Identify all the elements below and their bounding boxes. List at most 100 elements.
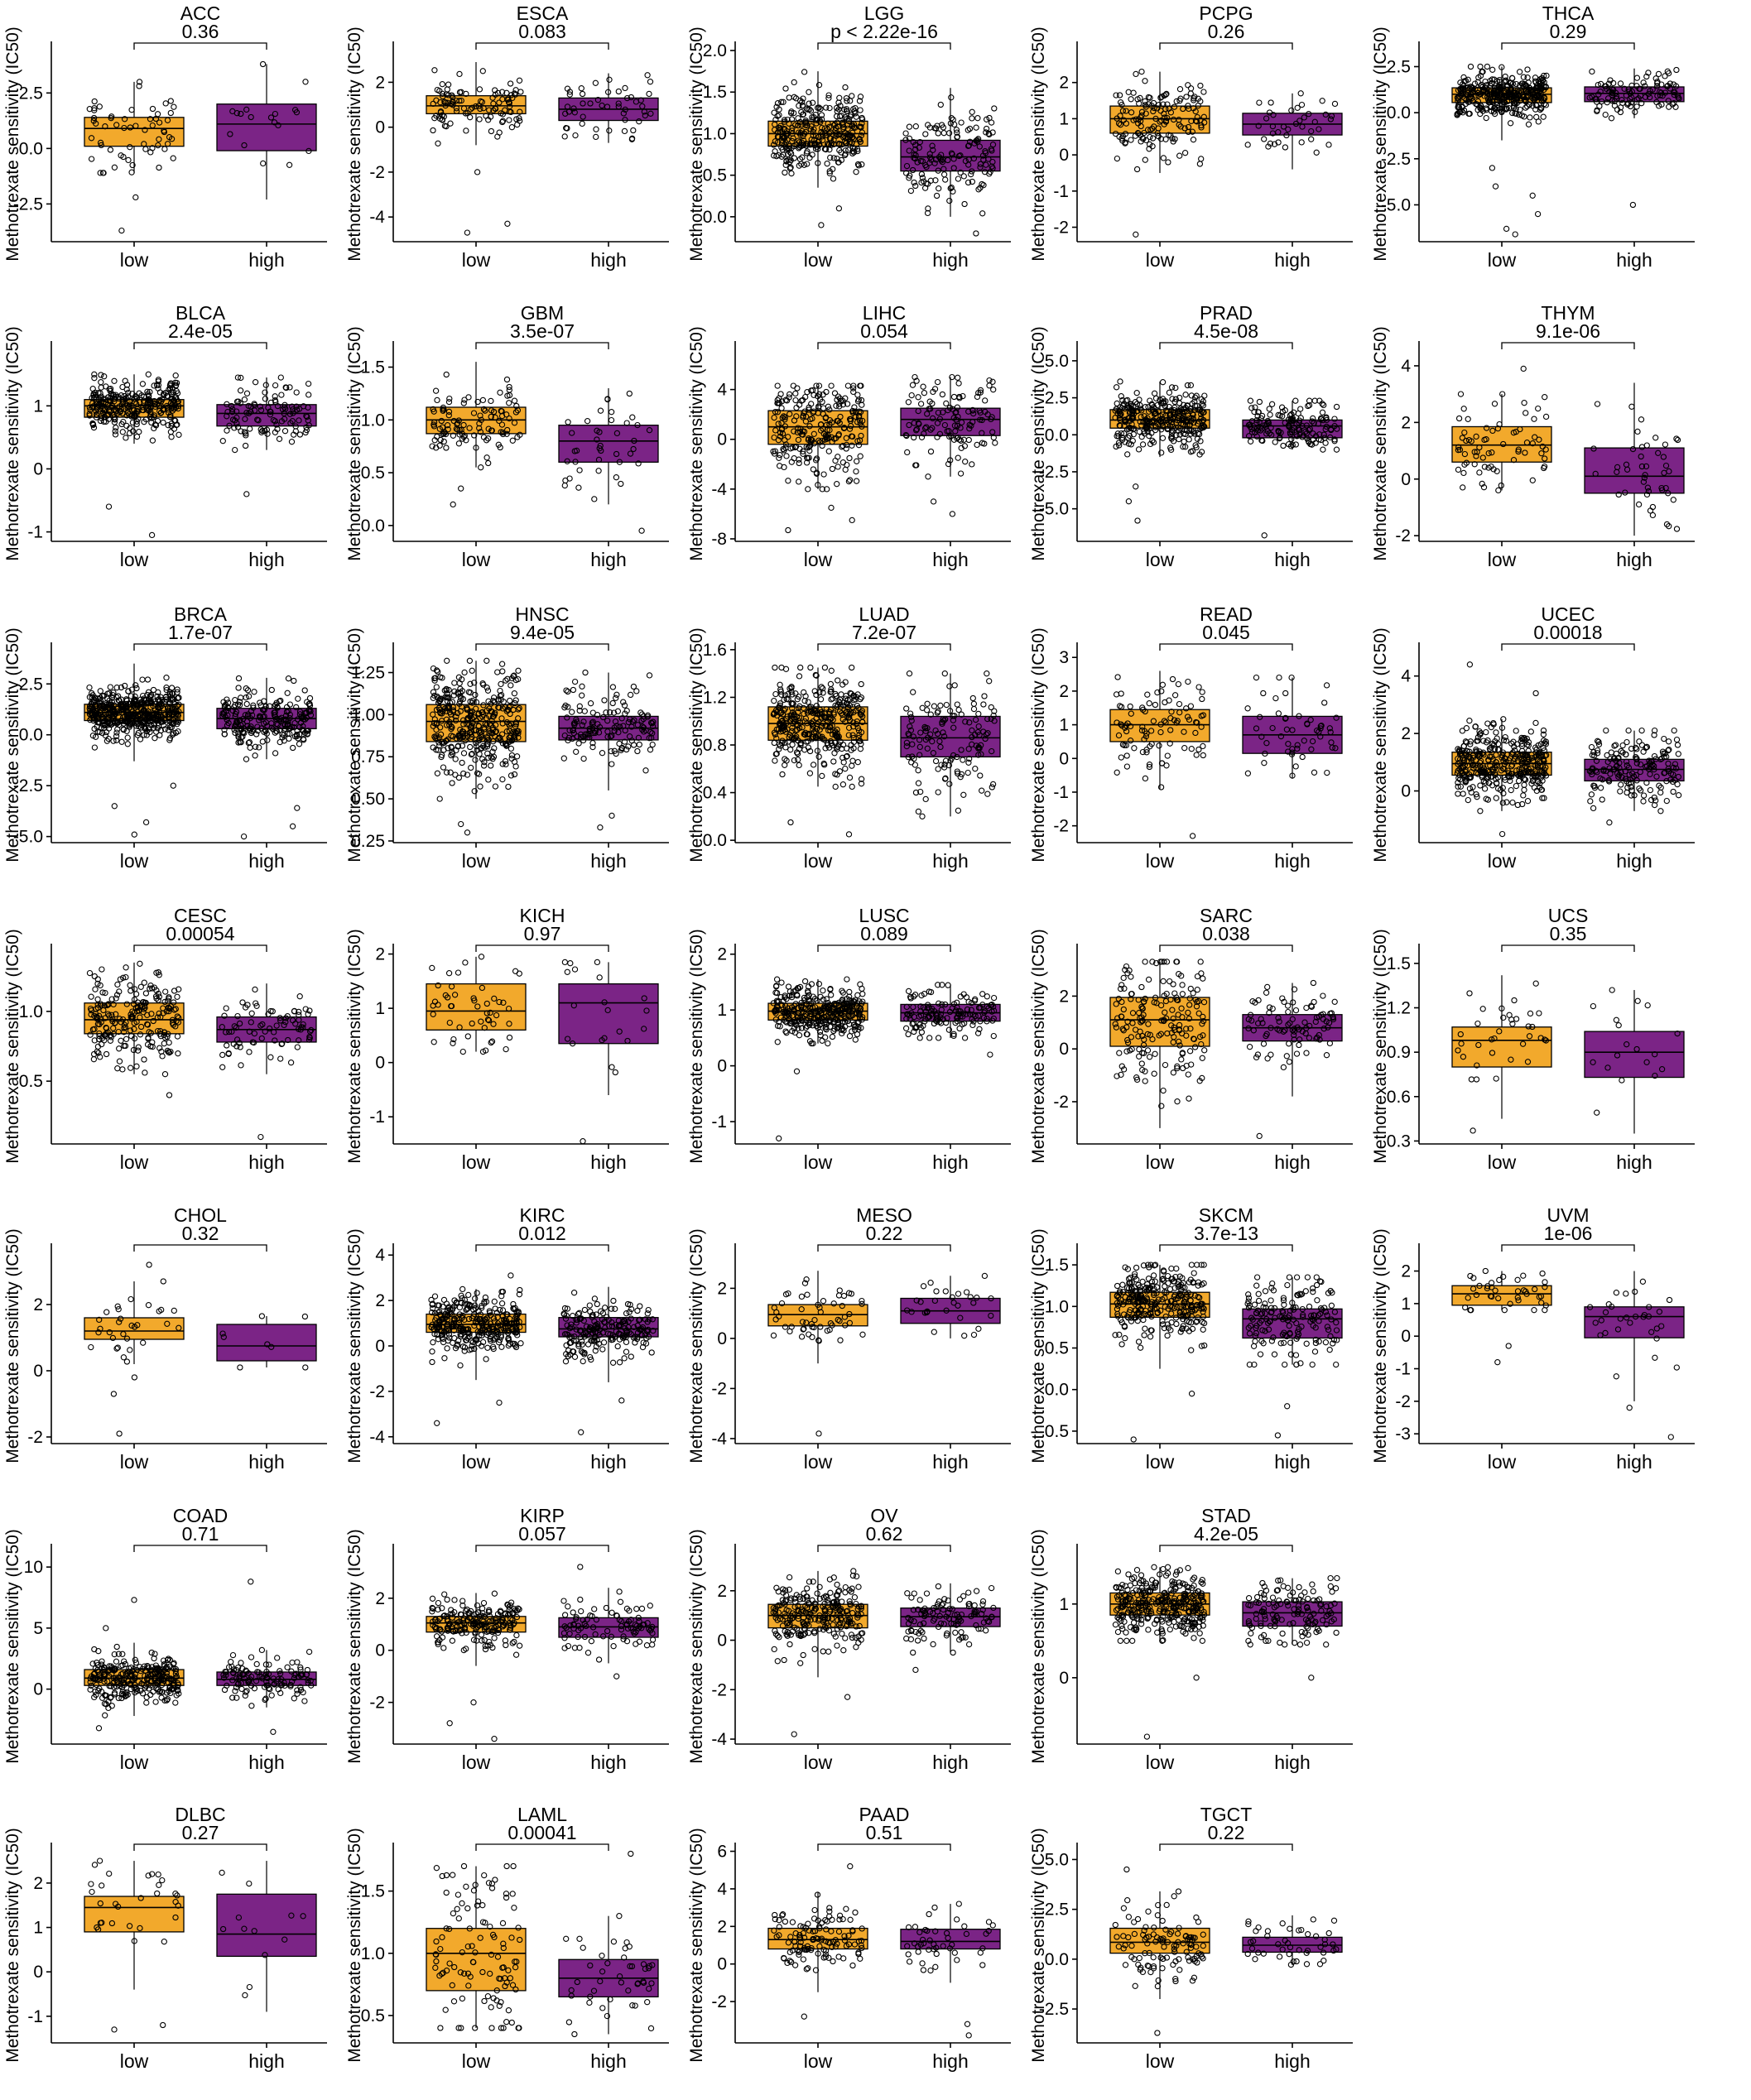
data-point [647, 673, 652, 678]
x-tick-label-low: low [462, 249, 491, 271]
data-point [858, 454, 863, 459]
data-point [849, 665, 854, 670]
y-tick-label: 0 [375, 118, 385, 137]
data-point [1674, 67, 1679, 72]
data-point [983, 398, 988, 403]
outlier-point [1489, 166, 1494, 171]
y-axis-label: Methotrexate sensitivity (IC50) [3, 26, 22, 262]
panel-prad: PRAD4.5e-08-5.0-2.50.02.55.0Methotrexate… [1026, 300, 1368, 598]
data-point [1114, 385, 1119, 390]
outlier-point [1530, 193, 1535, 198]
data-point [273, 383, 278, 388]
data-point [488, 128, 493, 133]
y-tick-label: 0 [1401, 470, 1411, 489]
data-point [236, 685, 241, 690]
data-point [921, 391, 926, 396]
data-point [613, 475, 618, 480]
data-point [913, 183, 918, 188]
data-point [1457, 416, 1462, 420]
data-point [613, 695, 618, 700]
data-point [508, 746, 513, 751]
data-point [828, 155, 833, 160]
data-point [434, 685, 439, 690]
x-tick-label-high: high [932, 549, 968, 570]
outlier-point [450, 502, 455, 507]
x-tick-label-high: high [590, 249, 626, 271]
data-point [791, 456, 796, 461]
y-tick-label: 1 [33, 396, 43, 416]
y-tick-label: 1 [1059, 109, 1069, 128]
data-point [444, 372, 449, 377]
p-value-label: 0.26 [1208, 21, 1245, 42]
data-point [1197, 161, 1202, 166]
data-point [1332, 101, 1337, 106]
data-point [1675, 437, 1680, 442]
outlier-point [1133, 484, 1138, 489]
data-point [854, 114, 859, 119]
data-point [500, 661, 505, 666]
data-point [143, 147, 148, 151]
data-point [1152, 391, 1157, 396]
data-point [507, 118, 512, 123]
data-point [943, 177, 948, 182]
data-point [1295, 105, 1300, 110]
data-point [500, 669, 505, 674]
data-point [1484, 64, 1489, 69]
data-point [598, 408, 603, 413]
data-point [464, 128, 469, 133]
data-point [806, 699, 811, 704]
data-point [432, 68, 437, 73]
data-point [1458, 392, 1463, 396]
x-tick-label-low: low [1488, 549, 1517, 570]
data-point [486, 460, 491, 465]
data-point [616, 89, 621, 94]
data-point [434, 388, 439, 393]
data-point [269, 687, 274, 692]
data-point [631, 684, 636, 689]
data-point [112, 378, 117, 383]
data-point [819, 697, 824, 702]
data-point [923, 132, 928, 137]
points-low [771, 383, 865, 533]
data-point [573, 133, 578, 138]
y-tick-label: -8 [711, 530, 727, 549]
data-point [248, 745, 253, 750]
data-point [808, 108, 813, 113]
y-axis-label: Methotrexate sensitivity (IC50) [345, 26, 364, 262]
data-point [821, 472, 826, 477]
data-point [975, 116, 980, 121]
x-tick-label-high: high [1616, 249, 1652, 271]
outlier-point [846, 832, 851, 837]
data-point [777, 453, 782, 458]
y-tick-label: 0.0 [1387, 103, 1411, 123]
data-point [1151, 136, 1156, 141]
data-point [261, 61, 266, 66]
y-tick-label: 2.5 [1387, 57, 1411, 76]
outlier-point [1630, 202, 1635, 207]
p-value-label: p < 2.22e-16 [830, 21, 938, 42]
data-point [786, 478, 791, 483]
comparison-bracket [134, 644, 267, 651]
data-point [115, 727, 120, 732]
data-point [1667, 104, 1672, 109]
data-point [98, 689, 103, 694]
data-point [273, 751, 278, 756]
data-point [306, 382, 311, 387]
data-point [1674, 526, 1679, 531]
data-point [1257, 399, 1262, 404]
data-point [604, 710, 609, 715]
data-point [508, 698, 512, 703]
data-point [923, 796, 928, 801]
p-value-label: 0.054 [860, 320, 908, 342]
data-point [473, 692, 478, 697]
outlier-point [1513, 232, 1518, 237]
data-point [509, 125, 514, 130]
data-point [1461, 470, 1466, 475]
data-point [1484, 116, 1489, 121]
points-high [220, 375, 311, 497]
data-point [242, 397, 247, 402]
data-point [647, 747, 652, 752]
data-point [919, 401, 924, 406]
data-point [467, 658, 472, 663]
